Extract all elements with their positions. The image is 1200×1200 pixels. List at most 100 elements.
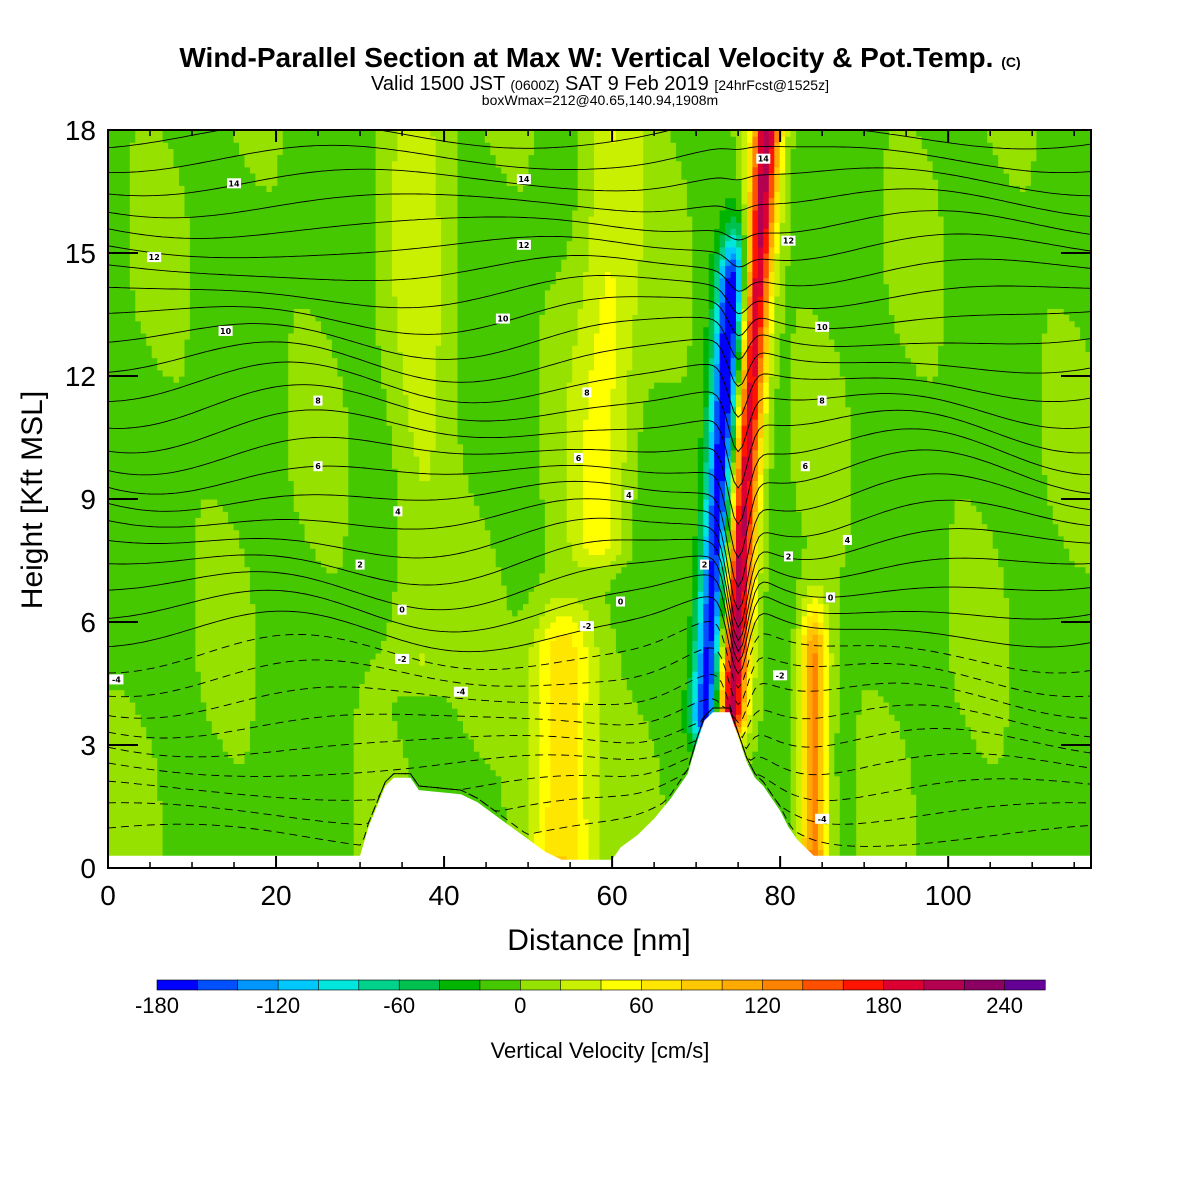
velocity-cell [326,511,333,518]
velocity-cell [195,825,202,832]
velocity-cell [151,314,158,322]
velocity-cell [233,505,240,512]
velocity-cell [195,499,202,506]
velocity-cell [310,775,317,783]
velocity-cell [250,603,257,611]
velocity-cell [299,468,306,475]
velocity-cell [206,191,213,199]
velocity-cell [162,683,169,691]
velocity-cell [162,357,169,365]
velocity-cell [222,474,229,482]
velocity-cell [162,640,169,648]
velocity-cell [239,615,246,623]
velocity-cell [282,763,289,771]
velocity-cell [140,369,147,377]
velocity-cell [168,683,175,691]
velocity-cell [326,216,333,223]
velocity-cell [228,763,235,771]
velocity-cell [108,339,115,346]
velocity-cell [129,609,136,617]
velocity-cell [304,246,311,254]
velocity-cell [244,806,251,814]
velocity-cell [310,511,317,518]
velocity-cell [244,209,251,217]
velocity-cell [129,732,136,740]
velocity-cell [321,751,328,758]
velocity-cell [244,837,251,844]
velocity-cell [206,148,213,156]
velocity-cell [277,665,284,672]
velocity-cell [217,800,224,808]
velocity-cell [239,419,246,426]
velocity-cell [140,825,147,832]
velocity-cell [184,437,191,445]
velocity-cell [244,425,251,432]
velocity-cell [211,326,218,334]
velocity-cell [129,326,136,334]
velocity-cell [266,468,273,475]
velocity-cell [310,216,317,223]
velocity-cell [118,308,125,315]
velocity-cell [124,775,131,783]
velocity-cell [282,283,289,291]
velocity-cell [277,529,284,537]
velocity-cell [157,259,164,266]
velocity-cell [260,751,267,758]
velocity-cell [206,339,213,346]
velocity-cell [321,677,328,685]
velocity-cell [277,320,284,328]
velocity-cell [184,708,191,715]
velocity-cell [184,296,191,303]
velocity-cell [189,671,196,678]
velocity-cell [217,794,224,801]
velocity-cell [293,474,300,482]
velocity-cell [124,517,131,525]
velocity-cell [304,726,311,734]
velocity-cell [228,419,235,426]
velocity-cell [282,806,289,814]
velocity-cell [293,480,300,488]
velocity-cell [146,775,153,783]
velocity-cell [157,185,164,192]
velocity-cell [140,578,147,586]
velocity-cell [211,812,218,820]
velocity-cell [189,154,196,162]
velocity-cell [168,376,175,383]
velocity-cell [266,394,273,402]
velocity-cell [304,412,311,420]
velocity-cell [179,591,186,598]
velocity-cell [315,781,322,789]
velocity-cell [189,376,196,383]
velocity-cell [228,283,235,291]
velocity-cell [184,191,191,199]
velocity-cell [140,179,147,186]
velocity-cell [244,769,251,777]
velocity-cell [244,745,251,752]
velocity-cell [299,812,306,820]
velocity-cell [168,142,175,149]
velocity-cell [310,234,317,242]
velocity-cell [288,585,295,592]
velocity-cell [250,277,257,285]
velocity-cell [217,136,224,143]
velocity-cell [260,738,267,746]
velocity-cell [222,314,229,322]
velocity-cell [200,246,207,254]
velocity-cell [118,695,125,703]
velocity-cell [217,572,224,580]
velocity-cell [244,671,251,678]
velocity-cell [135,326,142,334]
velocity-cell [179,554,186,562]
velocity-cell [168,412,175,420]
velocity-cell [255,382,262,389]
chart-title: Wind-Parallel Section at Max W: Vertical… [0,42,1200,74]
velocity-cell [271,517,278,525]
velocity-cell [266,609,273,617]
velocity-cell [222,732,229,740]
velocity-cell [277,253,284,260]
velocity-cell [195,714,202,722]
velocity-cell [326,757,333,764]
velocity-cell [310,542,317,549]
velocity-cell [189,640,196,648]
velocity-cell [113,492,120,500]
